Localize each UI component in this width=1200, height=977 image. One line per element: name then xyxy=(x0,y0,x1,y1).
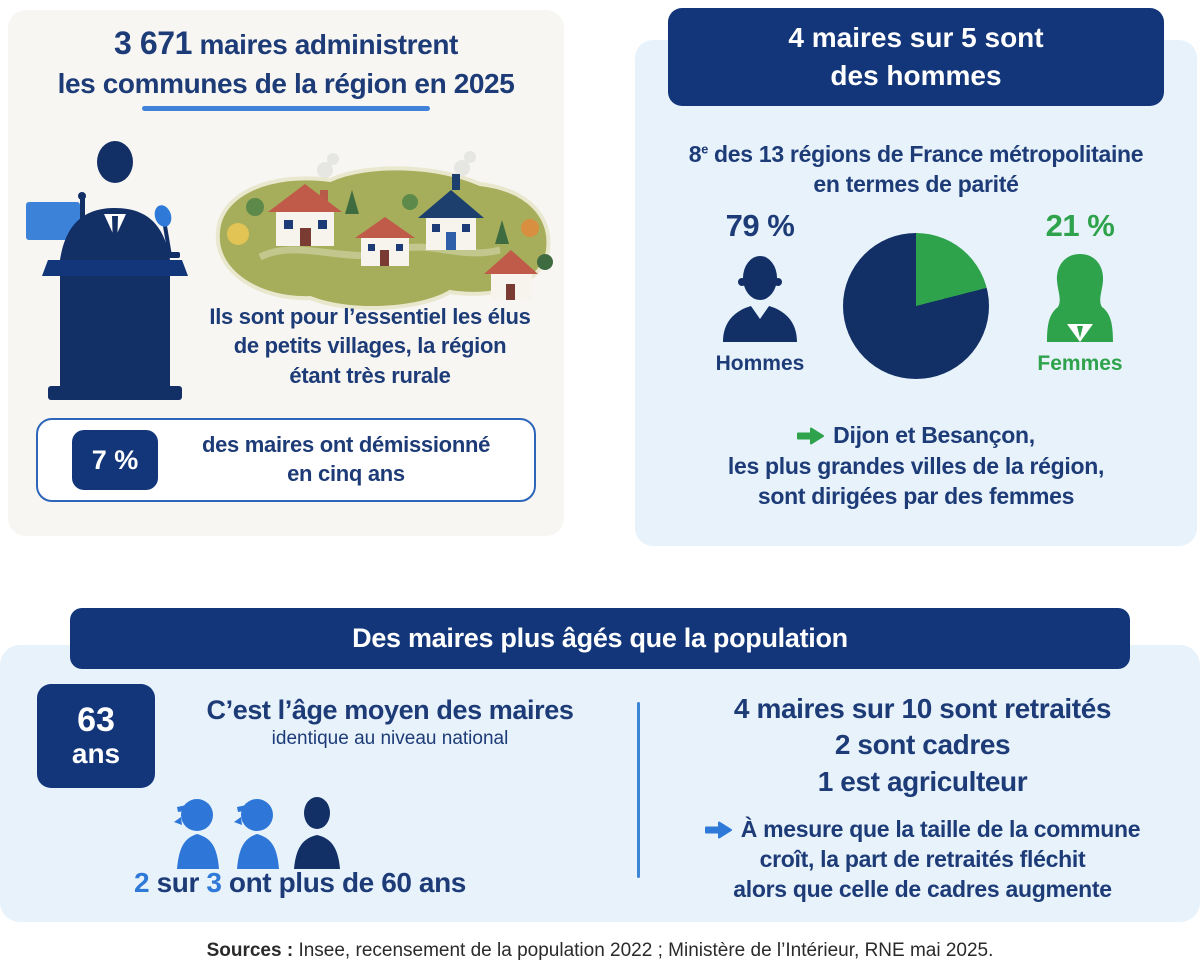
jobs-line1-tail: sont retraités xyxy=(931,693,1112,724)
femmes-label: Femmes xyxy=(1037,352,1123,375)
stat-num-3: 3 xyxy=(206,867,222,898)
panel-age: Des maires plus âgés que la population 6… xyxy=(0,608,1200,922)
vertical-divider xyxy=(637,702,640,878)
average-age-block: C’est l’âge moyen des maires identique a… xyxy=(160,695,620,750)
woman-bust-icon xyxy=(1047,254,1113,342)
parite-header-line1: 4 maires sur 5 sont xyxy=(788,22,1044,54)
resignation-line2: en cinq ans xyxy=(287,461,405,486)
commune-note-line1: À mesure que la taille de la commune xyxy=(740,816,1141,842)
elder-mayors-icon xyxy=(174,797,340,869)
sources-label: Sources : xyxy=(206,940,294,961)
over-sixty-stat: 2 sur 3 ont plus de 60 ans xyxy=(30,867,570,899)
panel-communes-body: Ils sont pour l’essentiel les élus de pet… xyxy=(172,302,568,390)
parite-subtitle: 8e des 13 régions de France métropolitai… xyxy=(635,140,1197,200)
resignation-value-badge: 7 % xyxy=(72,430,158,490)
title-line2: les communes de la région en 2025 xyxy=(57,67,515,99)
panel-parite-header: 4 maires sur 5 sont des hommes xyxy=(668,8,1164,106)
commune-size-note: À mesure que la taille de la commune croî… xyxy=(655,815,1190,905)
panel-communes-title: 3 671 maires administrent les communes de… xyxy=(8,22,564,102)
hommes-label: Hommes xyxy=(715,352,805,375)
gender-pie xyxy=(843,233,989,379)
stat-tail: ont plus de 60 ans xyxy=(221,867,466,898)
rural-village-illustration xyxy=(215,151,553,310)
stat-mid: sur xyxy=(149,867,207,898)
resignation-callout: 7 % des maires ont démissionné en cinq an… xyxy=(36,418,536,502)
parite-note-line1: Dijon et Besançon, xyxy=(833,422,1035,448)
jobs-line1-mid: maires sur xyxy=(749,693,902,724)
parite-header-line2: des hommes xyxy=(830,60,1002,91)
green-arrow-icon xyxy=(797,427,825,445)
average-age-value: 63 xyxy=(77,700,115,739)
parite-subtitle-line1: des 13 régions de France métropolitaine xyxy=(707,141,1144,167)
resignation-text: des maires ont démissionné en cinq ans xyxy=(158,431,534,488)
average-age-badge: 63 ans xyxy=(37,684,155,788)
parite-note-line2: les plus grandes villes de la région, xyxy=(727,452,1105,479)
jobs-num-4: 4 xyxy=(733,693,750,724)
jobs-line2-tail: sont cadres xyxy=(850,729,1011,761)
body-line3: étant très rurale xyxy=(289,362,451,388)
parite-note-line3: sont dirigées par des femmes xyxy=(757,483,1075,510)
jobs-num-1: 1 xyxy=(817,765,834,797)
femmes-column: 21 % Femmes xyxy=(1010,208,1150,376)
sources-footer: Sources : Insee, recensement de la popul… xyxy=(0,940,1200,962)
hommes-percentage: 79 % xyxy=(725,208,795,243)
commune-note-line3: alors que celle de cadres augmente xyxy=(733,875,1112,902)
panel-communes: 3 671 maires administrent les communes de… xyxy=(8,10,564,536)
femmes-percentage: 21 % xyxy=(1045,208,1115,243)
commune-note-line2: croît, la part de retraités fléchit xyxy=(759,845,1086,872)
title-rest: maires administrent xyxy=(192,29,458,60)
parite-note: Dijon et Besançon, les plus grandes ville… xyxy=(643,420,1189,512)
jobs-stats: 4 maires sur 10 sont retraités 2 sont cad… xyxy=(655,691,1190,800)
mayor-at-podium-icon xyxy=(26,141,188,400)
rank-ordinal: e xyxy=(701,142,708,157)
average-age-unit: ans xyxy=(71,738,121,770)
average-age-title: C’est l’âge moyen des maires xyxy=(206,695,574,725)
man-bust-icon xyxy=(723,256,797,342)
body-line1: Ils sont pour l’essentiel les élus xyxy=(209,304,531,329)
jobs-num-10: 10 xyxy=(901,693,933,724)
body-line2: de petits villages, la région xyxy=(233,333,507,359)
mayors-count: 3 671 xyxy=(114,25,193,61)
jobs-num-2: 2 xyxy=(834,729,851,761)
parite-subtitle-line2: en termes de parité xyxy=(813,170,1019,197)
resignation-line1: des maires ont démissionné xyxy=(201,432,491,458)
hommes-column: 79 % Hommes xyxy=(690,208,830,376)
stat-num-2: 2 xyxy=(134,867,150,898)
panel-age-header: Des maires plus âgés que la population xyxy=(70,608,1130,669)
panel-parite: 4 maires sur 5 sont des hommes 8e des 13… xyxy=(635,8,1197,546)
blue-arrow-icon xyxy=(704,821,732,839)
sources-text: Insee, recensement de la population 2022… xyxy=(293,940,994,961)
average-age-subtitle: identique au niveau national xyxy=(271,728,509,749)
rank-number: 8 xyxy=(688,141,702,167)
title-underline xyxy=(142,106,430,111)
jobs-line3-tail: est agriculteur xyxy=(832,765,1028,797)
